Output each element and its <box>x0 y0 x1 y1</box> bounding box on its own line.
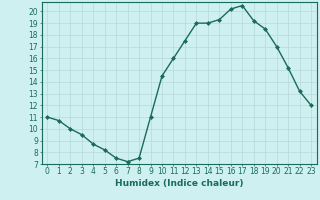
X-axis label: Humidex (Indice chaleur): Humidex (Indice chaleur) <box>115 179 244 188</box>
